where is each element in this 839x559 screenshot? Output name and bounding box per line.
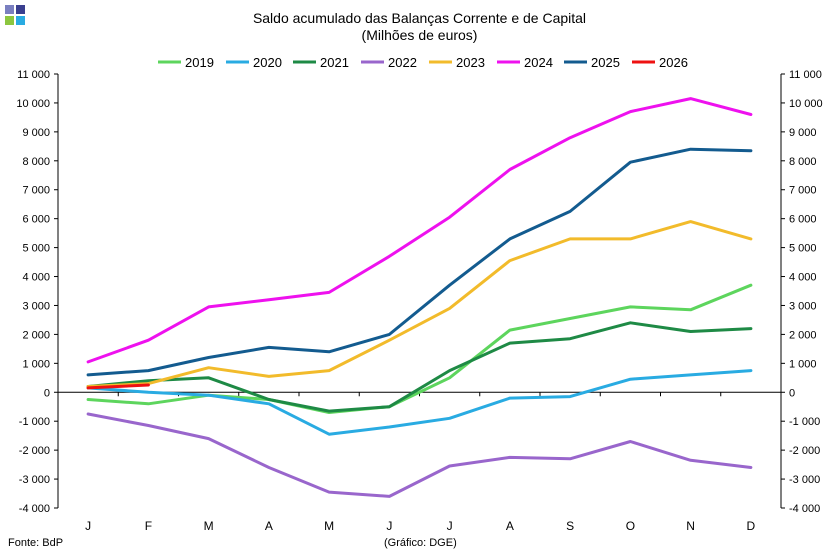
series-line-2020 [86,369,753,436]
x-tick-label: M [204,519,214,533]
y-tick-label-right: 9 000 [789,127,817,139]
y-tick-label-right: 10 000 [789,98,823,110]
y-tick-label-left: 11 000 [17,69,50,81]
y-tick-label-right: 8 000 [789,156,817,168]
x-tick-label: A [265,519,273,533]
y-tick-label-left: 6 000 [22,214,50,226]
series-line-2024 [86,97,753,364]
y-tick-label-right: -2 000 [789,445,820,457]
series-line-2022 [86,412,753,498]
y-tick-label-right: 5 000 [789,243,817,255]
y-tick-label-right: 0 [789,387,795,399]
series-line-2023 [86,220,753,388]
credit-note: (Gráfico: DGE) [384,537,457,549]
x-tick-label: F [145,519,152,533]
legend-label-2020: 2020 [253,55,282,70]
logo-icon [5,5,25,25]
series-line-2021 [86,321,753,413]
y-tick-label-right: 4 000 [789,272,817,284]
x-tick-label: O [626,519,635,533]
x-tick-label: J [447,519,453,533]
y-tick-label-left: 9 000 [22,127,50,139]
y-tick-label-right: 6 000 [789,214,817,226]
x-tick-label: D [747,519,756,533]
y-tick-label-left: 0 [44,387,50,399]
chart-subtitle: (Milhões de euros) [361,27,478,43]
series-line-2026 [86,383,150,390]
series-line-2019 [86,283,753,414]
y-tick-label-left: 1 000 [22,358,50,370]
legend-label-2025: 2025 [591,55,620,70]
y-tick-label-left: 2 000 [22,329,50,341]
legend-label-2022: 2022 [388,55,417,70]
y-tick-label-left: 7 000 [22,185,50,197]
chart-title-block: Saldo acumulado das Balanças Corrente e … [0,10,839,44]
x-tick-label: J [85,519,91,533]
y-tick-label-left: -2 000 [19,445,50,457]
x-tick-label: A [506,519,514,533]
y-tick-label-right: 11 000 [789,69,822,81]
y-tick-label-left: 3 000 [22,300,50,312]
x-tick-label: M [324,519,334,533]
series-line-2025 [86,147,753,377]
x-tick-label: N [686,519,695,533]
source-note: Fonte: BdP [8,537,64,549]
y-tick-label-right: 1 000 [789,358,817,370]
y-tick-label-right: -3 000 [789,474,820,486]
x-tick-label: J [386,519,392,533]
y-tick-label-left: 4 000 [22,272,50,284]
legend-label-2023: 2023 [456,55,485,70]
legend-label-2021: 2021 [320,55,349,70]
y-tick-label-left: -3 000 [19,474,50,486]
y-tick-label-left: 10 000 [16,98,50,110]
y-tick-label-right: 7 000 [789,185,817,197]
legend-label-2026: 2026 [659,55,688,70]
legend-label-2019: 2019 [185,55,214,70]
x-tick-label: S [566,519,574,533]
y-tick-label-right: 3 000 [789,300,817,312]
y-tick-label-left: -1 000 [19,416,50,428]
legend-label-2024: 2024 [524,55,553,70]
y-tick-label-right: 2 000 [789,329,817,341]
chart-title: Saldo acumulado das Balanças Corrente e … [252,10,587,26]
y-tick-label-left: 8 000 [22,156,50,168]
y-tick-label-right: -1 000 [789,416,820,428]
y-tick-label-right: -4 000 [789,503,820,515]
y-tick-label-left: -4 000 [19,503,50,515]
y-tick-label-left: 5 000 [22,243,50,255]
